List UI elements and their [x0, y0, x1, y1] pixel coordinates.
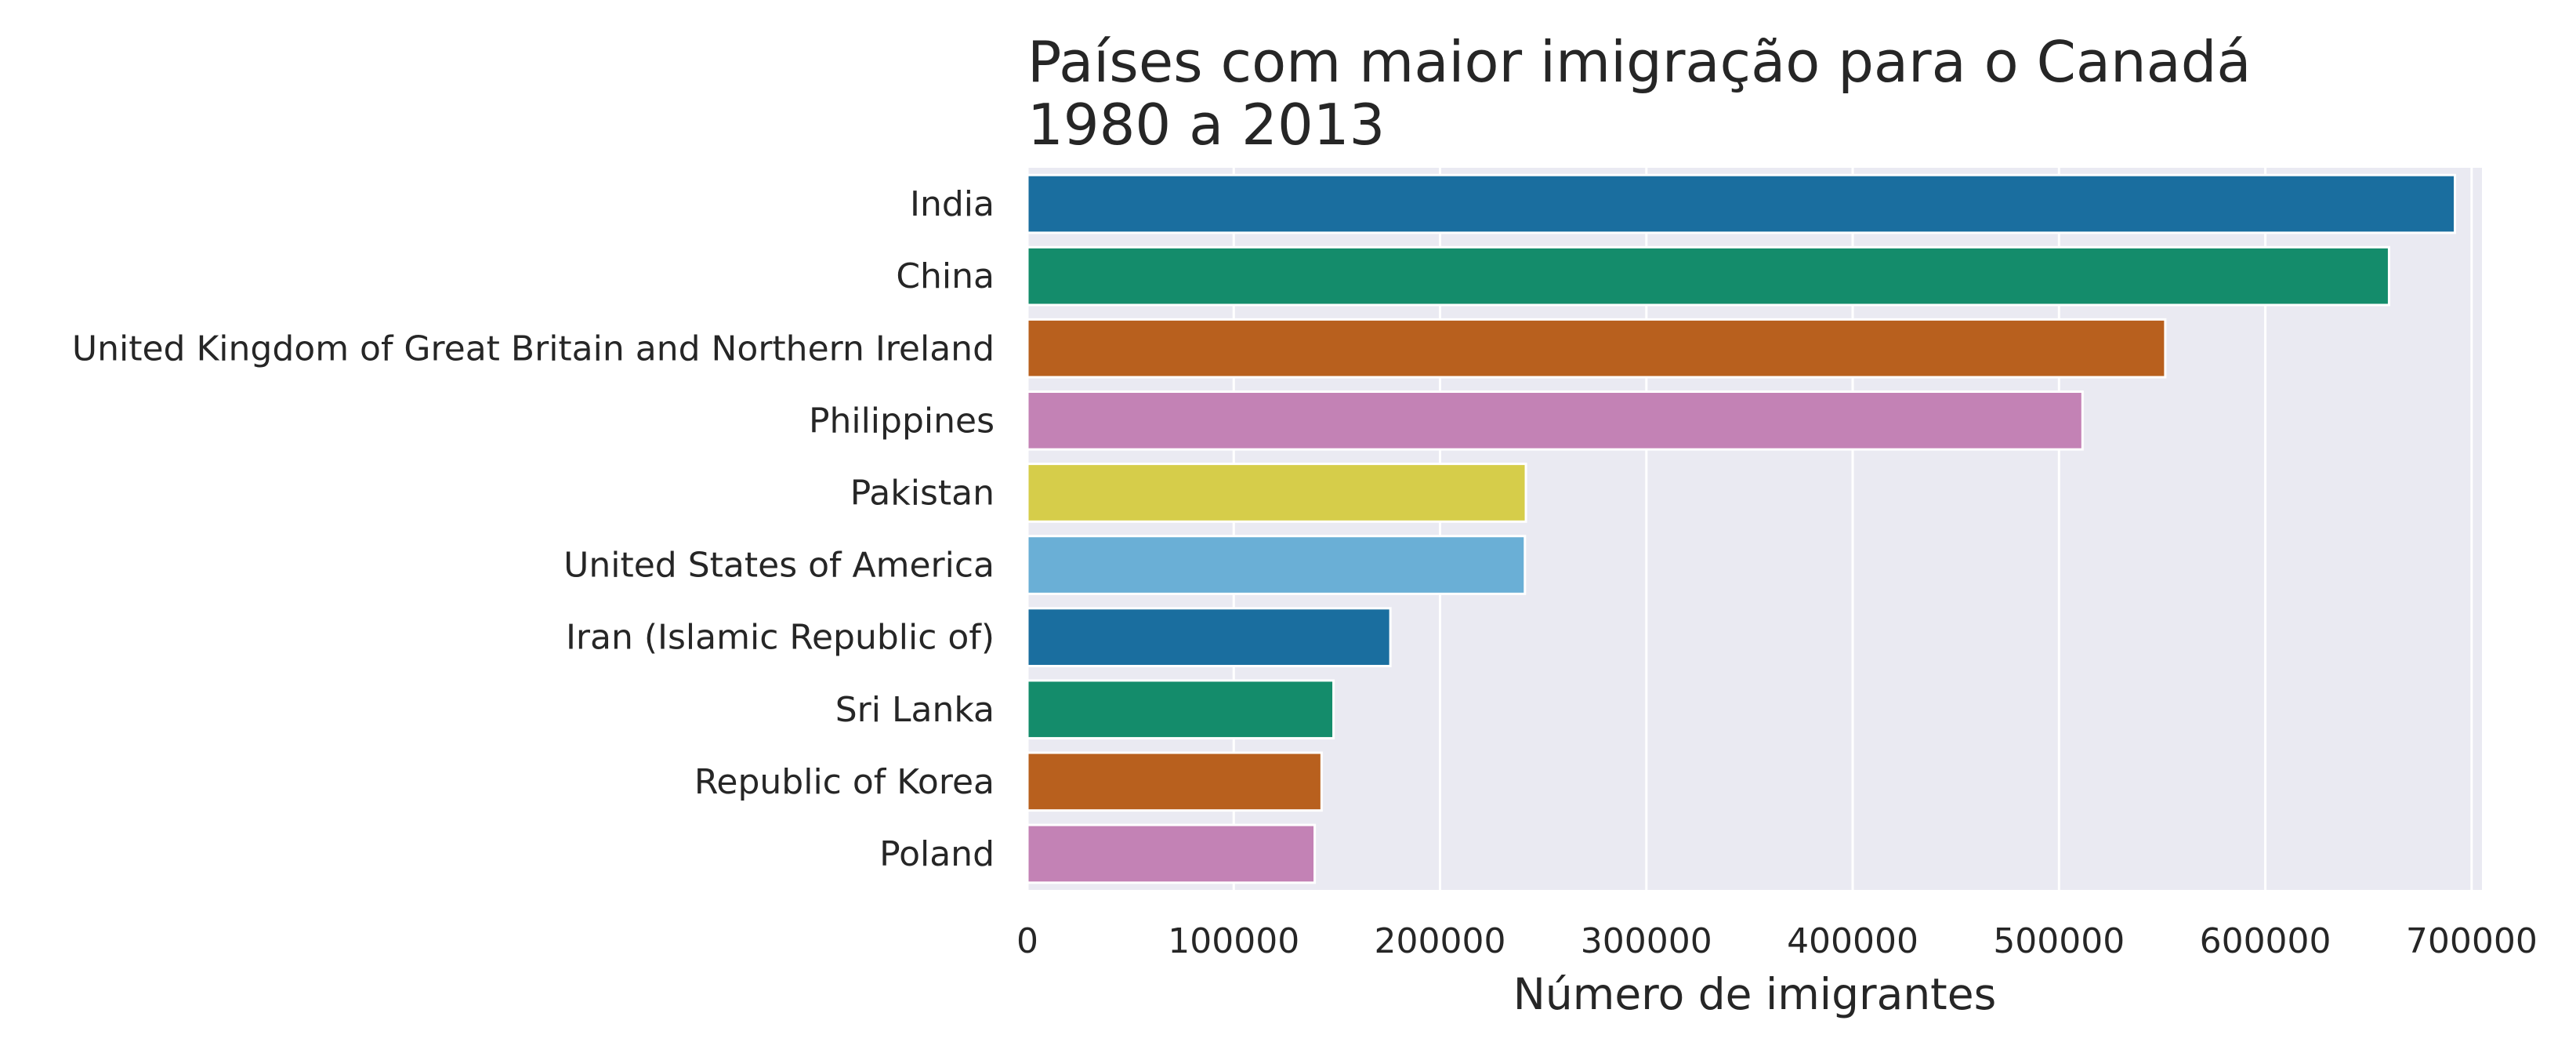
x-tick-label: 700000 [2406, 921, 2538, 961]
y-tick-label: Sri Lanka [835, 690, 995, 730]
bar [1026, 390, 2084, 451]
chart-title-line-2: 1980 a 2013 [1027, 92, 1385, 158]
y-tick-label: India [910, 184, 995, 224]
bar [1026, 751, 1323, 812]
x-tick-labels: 0 100000 200000 300000 400000 500000 600000 700… [1016, 921, 2538, 961]
x-tick-label: 100000 [1168, 921, 1299, 961]
bar [1026, 245, 2390, 307]
bars [1026, 173, 2457, 884]
y-tick-label: China [896, 256, 995, 296]
bar [1026, 318, 2167, 379]
bar [1026, 607, 1392, 667]
chart-title-line-1: Países com maior imigração para o Canadá [1027, 29, 2252, 95]
x-tick-label: 600000 [2200, 921, 2331, 961]
y-tick-labels: India China United Kingdom of Great Britai… [72, 184, 995, 874]
x-tick-label: 200000 [1375, 921, 1506, 961]
y-tick-label: United States of America [563, 546, 995, 586]
y-tick-label: Pakistan [850, 473, 995, 513]
y-tick-label: United Kingdom of Great Britain and Nort… [72, 329, 995, 369]
bar [1026, 679, 1335, 740]
y-tick-label: Poland [879, 834, 995, 874]
x-tick-label: 400000 [1787, 921, 1918, 961]
y-tick-label: Republic of Korea [694, 762, 995, 802]
y-tick-label: Iran (Islamic Republic of) [566, 618, 995, 658]
bar [1026, 173, 2457, 234]
x-axis-label: Número de imigrantes [1513, 969, 1996, 1019]
x-tick-label: 500000 [1993, 921, 2125, 961]
y-tick-label: Philippines [809, 401, 995, 441]
x-tick-label: 300000 [1581, 921, 1712, 961]
x-tick-label: 0 [1016, 921, 1038, 961]
bar [1026, 535, 1527, 595]
bar [1026, 463, 1527, 523]
bar [1026, 823, 1317, 884]
